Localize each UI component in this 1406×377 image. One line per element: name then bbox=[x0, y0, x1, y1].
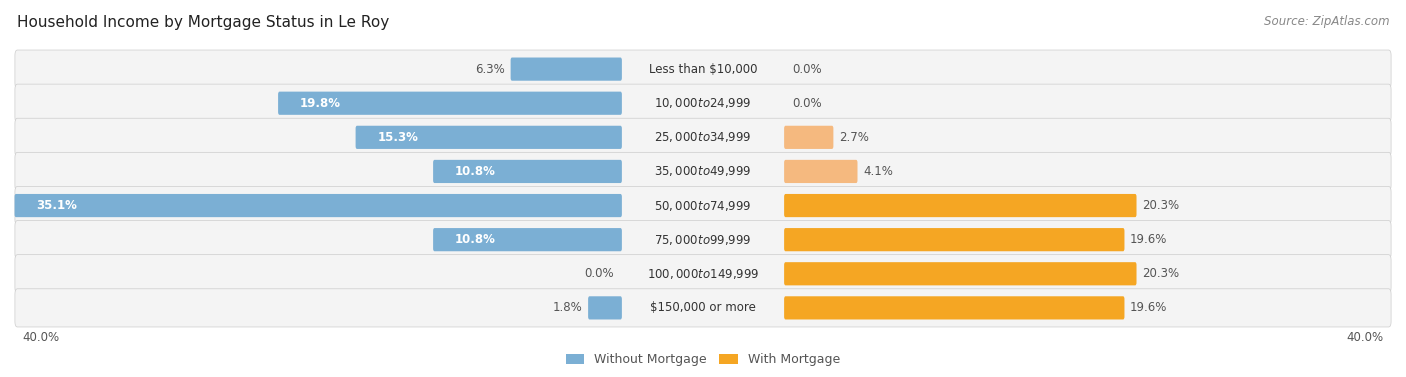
Text: Household Income by Mortgage Status in Le Roy: Household Income by Mortgage Status in L… bbox=[17, 15, 389, 30]
FancyBboxPatch shape bbox=[15, 152, 1391, 190]
Text: 40.0%: 40.0% bbox=[22, 331, 60, 344]
FancyBboxPatch shape bbox=[785, 296, 1125, 319]
FancyBboxPatch shape bbox=[15, 50, 1391, 88]
FancyBboxPatch shape bbox=[510, 58, 621, 81]
FancyBboxPatch shape bbox=[15, 221, 1391, 259]
Text: 4.1%: 4.1% bbox=[863, 165, 893, 178]
Text: Less than $10,000: Less than $10,000 bbox=[648, 63, 758, 76]
Text: 6.3%: 6.3% bbox=[475, 63, 505, 76]
Text: $150,000 or more: $150,000 or more bbox=[650, 301, 756, 314]
FancyBboxPatch shape bbox=[785, 194, 1136, 217]
FancyBboxPatch shape bbox=[15, 289, 1391, 327]
Text: $35,000 to $49,999: $35,000 to $49,999 bbox=[654, 164, 752, 178]
FancyBboxPatch shape bbox=[15, 255, 1391, 293]
Text: 2.7%: 2.7% bbox=[839, 131, 869, 144]
FancyBboxPatch shape bbox=[785, 160, 858, 183]
Text: 40.0%: 40.0% bbox=[1346, 331, 1384, 344]
FancyBboxPatch shape bbox=[588, 296, 621, 319]
Legend: Without Mortgage, With Mortgage: Without Mortgage, With Mortgage bbox=[561, 348, 845, 371]
Text: 10.8%: 10.8% bbox=[456, 233, 496, 246]
Text: $25,000 to $34,999: $25,000 to $34,999 bbox=[654, 130, 752, 144]
Text: 19.8%: 19.8% bbox=[299, 97, 342, 110]
FancyBboxPatch shape bbox=[278, 92, 621, 115]
FancyBboxPatch shape bbox=[785, 262, 1136, 285]
Text: 20.3%: 20.3% bbox=[1142, 199, 1180, 212]
FancyBboxPatch shape bbox=[15, 118, 1391, 156]
Text: 0.0%: 0.0% bbox=[583, 267, 613, 280]
Text: $50,000 to $74,999: $50,000 to $74,999 bbox=[654, 199, 752, 213]
Text: Source: ZipAtlas.com: Source: ZipAtlas.com bbox=[1264, 15, 1389, 28]
FancyBboxPatch shape bbox=[15, 84, 1391, 122]
Text: 1.8%: 1.8% bbox=[553, 301, 582, 314]
Text: 20.3%: 20.3% bbox=[1142, 267, 1180, 280]
Text: $10,000 to $24,999: $10,000 to $24,999 bbox=[654, 96, 752, 110]
FancyBboxPatch shape bbox=[785, 126, 834, 149]
Text: 35.1%: 35.1% bbox=[37, 199, 77, 212]
Text: 10.8%: 10.8% bbox=[456, 165, 496, 178]
Text: 19.6%: 19.6% bbox=[1130, 301, 1167, 314]
Text: $75,000 to $99,999: $75,000 to $99,999 bbox=[654, 233, 752, 247]
FancyBboxPatch shape bbox=[15, 187, 1391, 225]
FancyBboxPatch shape bbox=[433, 160, 621, 183]
FancyBboxPatch shape bbox=[433, 228, 621, 251]
Text: 15.3%: 15.3% bbox=[378, 131, 419, 144]
FancyBboxPatch shape bbox=[356, 126, 621, 149]
FancyBboxPatch shape bbox=[785, 228, 1125, 251]
Text: 0.0%: 0.0% bbox=[793, 97, 823, 110]
Text: $100,000 to $149,999: $100,000 to $149,999 bbox=[647, 267, 759, 281]
FancyBboxPatch shape bbox=[14, 194, 621, 217]
Text: 0.0%: 0.0% bbox=[793, 63, 823, 76]
Text: 19.6%: 19.6% bbox=[1130, 233, 1167, 246]
